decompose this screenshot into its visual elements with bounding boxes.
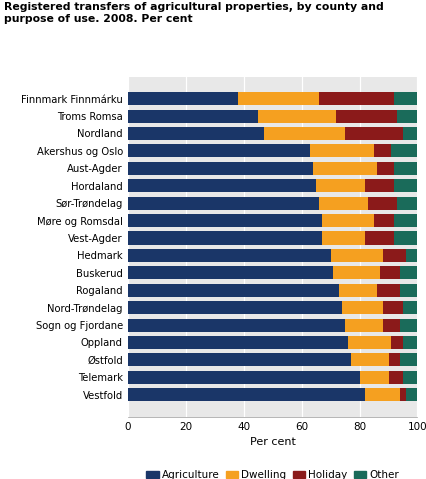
Bar	[337, 110, 397, 123]
Bar	[394, 162, 417, 175]
Bar	[374, 144, 391, 158]
Bar	[128, 284, 339, 297]
Bar	[128, 336, 348, 349]
Bar	[403, 336, 417, 349]
Bar	[389, 371, 403, 384]
Bar	[345, 127, 403, 140]
Bar	[368, 196, 397, 210]
Bar	[319, 92, 394, 105]
Bar	[342, 301, 383, 314]
Bar	[128, 388, 366, 401]
Bar	[374, 214, 394, 227]
Bar	[394, 92, 417, 105]
Bar	[128, 249, 331, 262]
Bar	[400, 354, 417, 366]
Bar	[403, 371, 417, 384]
Bar	[348, 336, 391, 349]
Bar	[331, 249, 383, 262]
Bar	[366, 231, 394, 244]
Bar	[238, 92, 319, 105]
Bar	[128, 214, 322, 227]
Legend: Agriculture, Dwelling, Holiday, Other: Agriculture, Dwelling, Holiday, Other	[142, 466, 403, 479]
Bar	[383, 319, 400, 331]
Bar	[377, 162, 394, 175]
Bar	[128, 162, 313, 175]
Bar	[345, 319, 383, 331]
Bar	[406, 249, 417, 262]
Bar	[397, 110, 417, 123]
Bar	[322, 214, 374, 227]
Bar	[397, 196, 417, 210]
Bar	[313, 162, 377, 175]
Bar	[264, 127, 345, 140]
Bar	[128, 301, 342, 314]
Bar	[128, 196, 319, 210]
Bar	[406, 388, 417, 401]
Bar	[334, 266, 380, 279]
Bar	[391, 144, 417, 158]
X-axis label: Per cent: Per cent	[250, 437, 296, 447]
Bar	[319, 196, 368, 210]
Text: Registered transfers of agricultural properties, by county and
purpose of use. 2: Registered transfers of agricultural pro…	[4, 2, 384, 24]
Bar	[389, 354, 400, 366]
Bar	[400, 284, 417, 297]
Bar	[322, 231, 366, 244]
Bar	[380, 266, 400, 279]
Bar	[377, 284, 400, 297]
Bar	[339, 284, 377, 297]
Bar	[366, 179, 394, 192]
Bar	[403, 127, 417, 140]
Bar	[366, 388, 400, 401]
Bar	[351, 354, 389, 366]
Bar	[128, 319, 345, 331]
Bar	[360, 371, 389, 384]
Bar	[383, 301, 403, 314]
Bar	[128, 92, 238, 105]
Bar	[128, 110, 258, 123]
Bar	[391, 336, 403, 349]
Bar	[394, 231, 417, 244]
Bar	[128, 179, 316, 192]
Bar	[258, 110, 337, 123]
Bar	[394, 179, 417, 192]
Bar	[310, 144, 374, 158]
Bar	[394, 214, 417, 227]
Bar	[400, 319, 417, 331]
Bar	[400, 388, 406, 401]
Bar	[400, 266, 417, 279]
Bar	[316, 179, 366, 192]
Bar	[383, 249, 406, 262]
Bar	[403, 301, 417, 314]
Bar	[128, 354, 351, 366]
Bar	[128, 144, 310, 158]
Bar	[128, 127, 264, 140]
Bar	[128, 371, 360, 384]
Bar	[128, 231, 322, 244]
Bar	[128, 266, 334, 279]
